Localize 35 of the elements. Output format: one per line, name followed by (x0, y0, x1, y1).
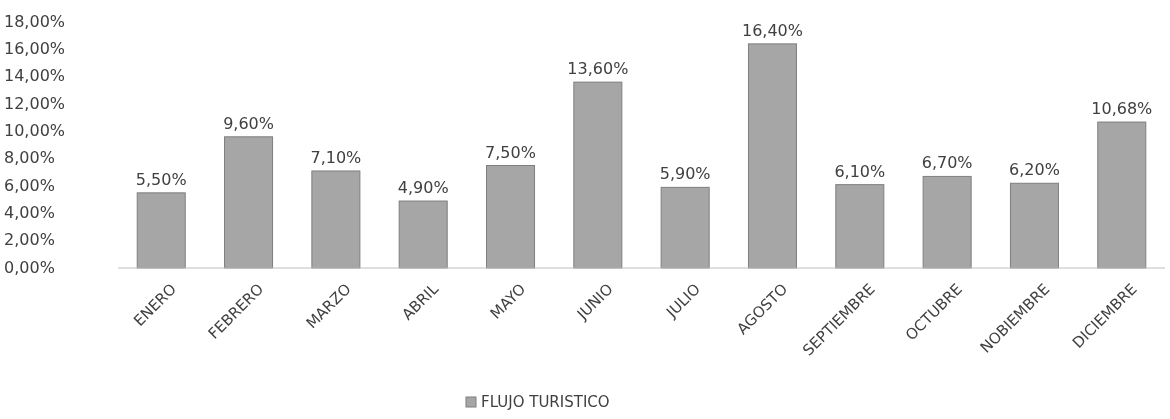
bar (1009, 182, 1059, 269)
data-label: 4,90% (397, 178, 449, 198)
data-label: 5,50% (135, 169, 187, 189)
bar (747, 43, 797, 269)
data-label: 9,60% (223, 113, 274, 133)
bar (835, 184, 885, 269)
data-label: 6,10% (834, 161, 886, 181)
y-tick-label: 2,00% (4, 230, 55, 250)
data-label: 7,50% (485, 142, 536, 162)
y-tick-label: 16,00% (4, 38, 66, 58)
y-tick-label: 14,00% (4, 66, 66, 86)
bar (922, 175, 972, 269)
y-tick-label: 12,00% (4, 93, 66, 113)
y-tick-label: 18,00% (4, 11, 66, 31)
bar (311, 170, 361, 269)
data-label: 7,10% (310, 147, 362, 167)
bar (1097, 121, 1147, 269)
bar (398, 200, 448, 269)
data-label: 5,90% (659, 164, 711, 184)
data-label: 16,40% (741, 20, 803, 40)
y-tick-label: 8,00% (4, 148, 55, 168)
y-tick-label: 4,00% (4, 202, 55, 222)
y-tick-label: 6,00% (4, 175, 55, 195)
y-tick-label: 0,00% (4, 257, 55, 277)
data-label: 6,20% (1009, 160, 1060, 180)
bar (136, 192, 186, 269)
bar (224, 136, 274, 269)
legend-label: FLUJO TURISTICO (481, 393, 610, 411)
bar (573, 81, 623, 269)
data-label: 6,70% (921, 153, 973, 173)
data-label: 13,60% (567, 59, 629, 79)
data-label: 10,68% (1091, 99, 1153, 119)
bar (660, 186, 710, 269)
bar (486, 165, 536, 269)
y-tick-label: 10,00% (4, 120, 66, 140)
